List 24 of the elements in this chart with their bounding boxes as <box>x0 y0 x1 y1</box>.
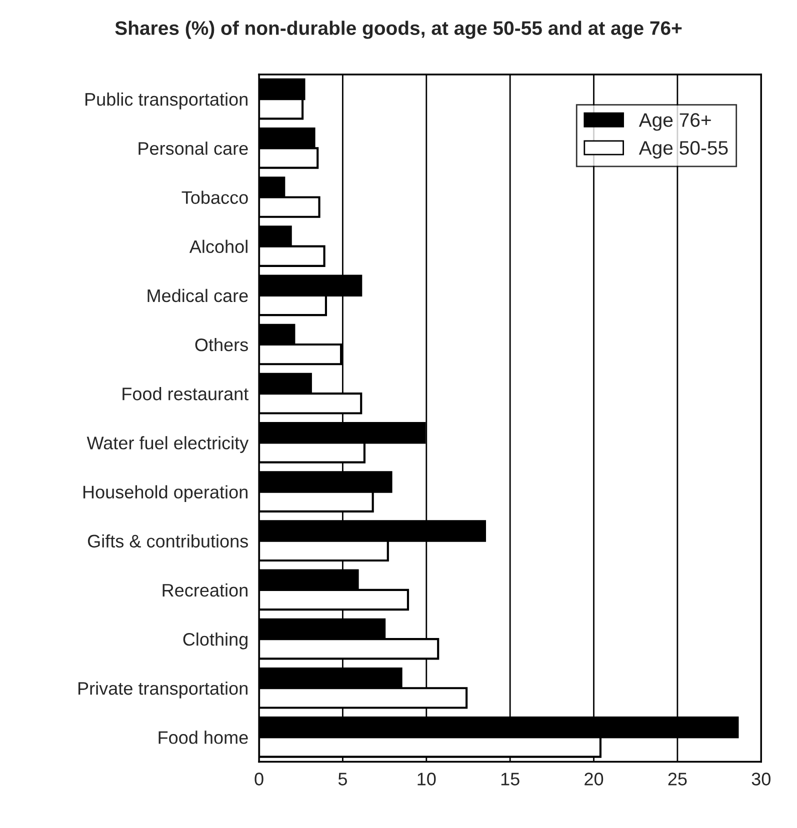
y-tick-label: Gifts & contributions <box>88 534 248 548</box>
y-tick-label: Food home <box>158 730 248 744</box>
y-tick-label: Public transportation <box>86 92 248 110</box>
legend-label: Age 76+ <box>638 113 711 131</box>
y-tick-label: Others <box>195 338 248 352</box>
x-tick-label: 20 <box>584 772 604 786</box>
y-tick-label: Private transportation <box>78 682 248 698</box>
y-tick-label: Household operation <box>83 485 248 502</box>
y-tick-label: Alcohol <box>189 240 248 254</box>
x-tick-label: 5 <box>338 772 347 786</box>
x-tick-label: 0 <box>254 772 264 786</box>
y-tick-label: Recreation <box>162 583 248 597</box>
y-tick-label: Water fuel electricity <box>86 436 249 453</box>
x-tick-label: 30 <box>752 772 770 786</box>
y-tick-label: Clothing <box>183 632 248 650</box>
legend-label: Age 50-55 <box>638 141 728 159</box>
y-tick-label: Tobacco <box>182 190 248 204</box>
x-tick-label: 15 <box>501 772 520 786</box>
y-tick-label: Personal care <box>138 142 248 155</box>
chart-title: Shares (%) of non-durable goods, at age 50-55 and at age 76+ <box>115 20 682 39</box>
x-tick-label: 25 <box>668 772 687 786</box>
y-tick-label: Medical care <box>148 288 248 302</box>
y-tick-label: Food restaurant <box>122 387 248 400</box>
x-tick-label: 10 <box>418 772 436 786</box>
